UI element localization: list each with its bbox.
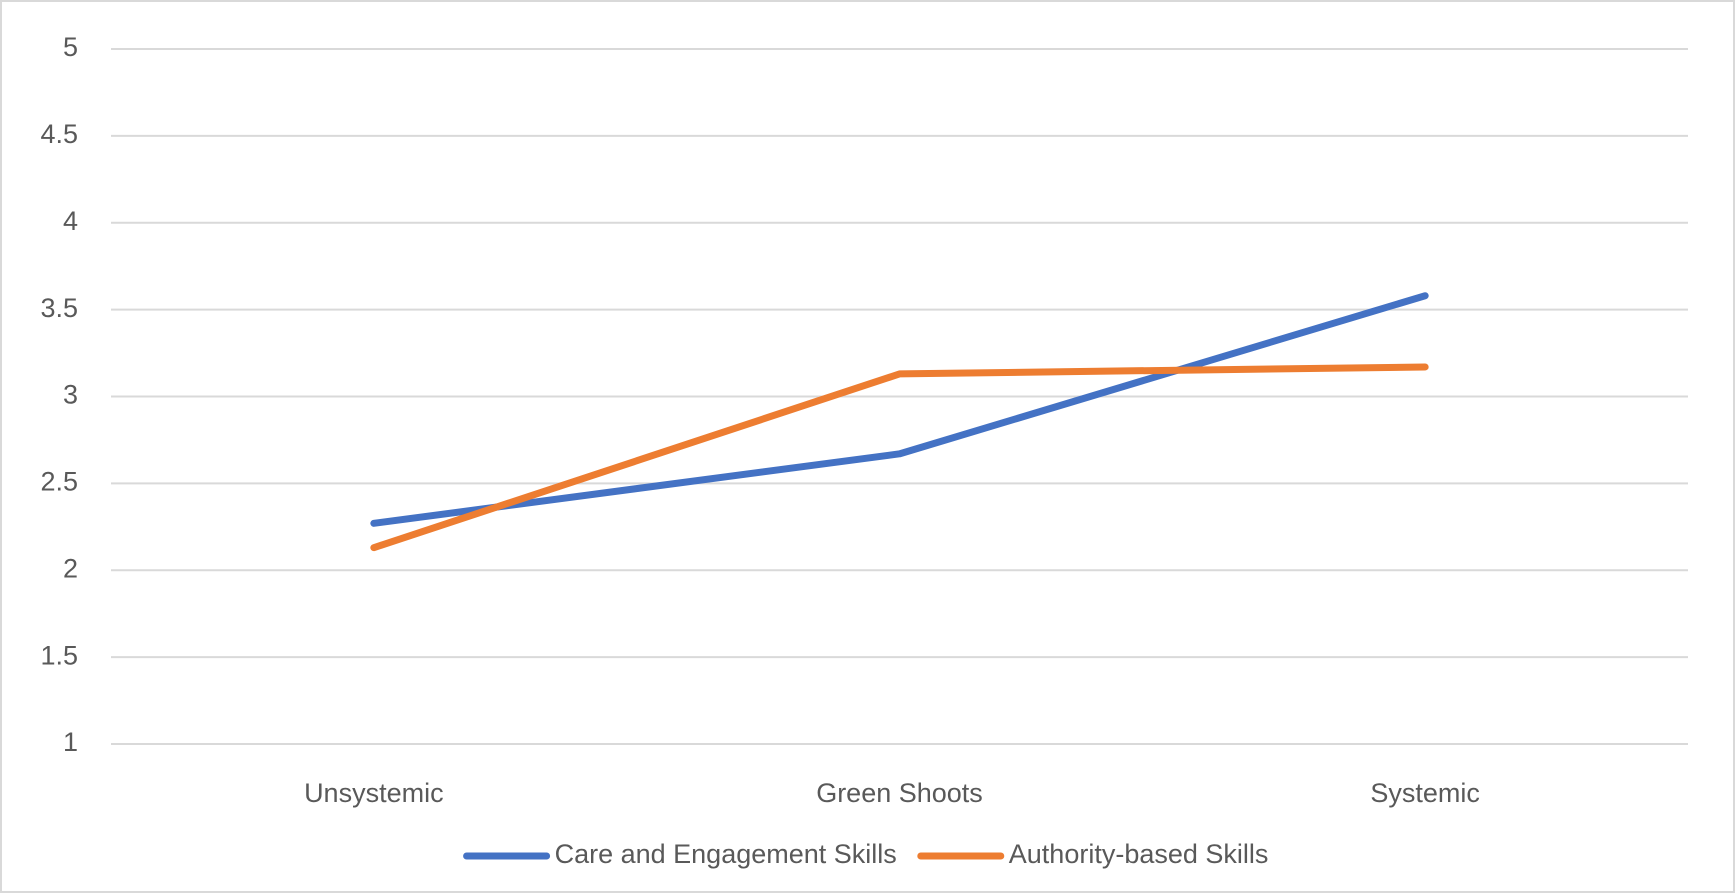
x-tick-label: Green Shoots — [816, 778, 983, 808]
x-tick-label: Systemic — [1370, 778, 1480, 808]
y-tick-label: 2.5 — [40, 467, 78, 497]
y-tick-label: 4 — [63, 206, 78, 236]
y-tick-label: 3 — [63, 380, 78, 410]
y-tick-label: 3.5 — [40, 293, 78, 323]
y-tick-label: 2 — [63, 553, 78, 583]
y-tick-label: 4.5 — [40, 119, 78, 149]
legend-label: Authority-based Skills — [1009, 839, 1269, 869]
line-series — [370, 363, 1429, 552]
y-tick-label: 1.5 — [40, 640, 78, 670]
y-tick-label: 1 — [63, 727, 78, 757]
y-tick-label: 5 — [63, 32, 78, 62]
x-tick-label: Unsystemic — [304, 778, 444, 808]
legend-label: Care and Engagement Skills — [555, 839, 897, 869]
line-series — [370, 292, 1429, 527]
